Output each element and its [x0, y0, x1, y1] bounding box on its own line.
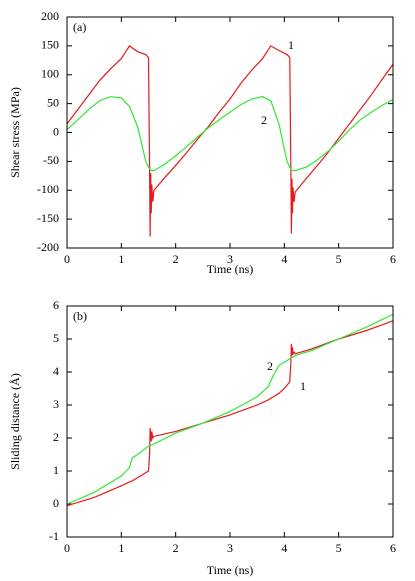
- x-tick-label: 0: [64, 541, 70, 555]
- data-line: [66, 45, 394, 237]
- data-line: [66, 320, 394, 507]
- x-axis-title: Time (ns): [207, 262, 254, 276]
- series-label: 1: [300, 379, 306, 393]
- y-tick-label: 200: [41, 9, 59, 23]
- y-tick-label: 150: [41, 38, 59, 52]
- plot-frame: [66, 16, 394, 249]
- x-tick-label: 4: [281, 252, 287, 266]
- panel-label: (a): [73, 20, 86, 34]
- y-tick-label: 1: [53, 463, 59, 477]
- x-tick-label: 1: [118, 541, 124, 555]
- y-tick-label: 6: [53, 298, 59, 312]
- series-label: 1: [288, 38, 294, 52]
- x-tick-label: 2: [173, 541, 179, 555]
- y-axis-title: Shear stress (MPa): [8, 87, 22, 178]
- y-tick-label: 2: [53, 430, 59, 444]
- x-tick-label: 0: [64, 252, 70, 266]
- panel-label: (b): [73, 309, 87, 323]
- x-tick-label: 3: [227, 541, 233, 555]
- y-tick-label: -50: [43, 153, 59, 167]
- series-label: 2: [267, 359, 273, 373]
- y-axis-title: Sliding distance (Å): [8, 373, 22, 470]
- x-tick-label: 6: [390, 541, 396, 555]
- y-tick-label: 4: [53, 364, 59, 378]
- y-tick-label: -200: [37, 240, 59, 254]
- x-tick-label: 4: [281, 541, 287, 555]
- x-tick-label: 5: [336, 541, 342, 555]
- y-tick-label: 0: [53, 496, 59, 510]
- series-label: 2: [261, 113, 267, 127]
- y-tick-label: -1: [49, 529, 59, 543]
- data-line: [66, 96, 394, 172]
- y-tick-label: -100: [37, 182, 59, 196]
- y-tick-label: 3: [53, 397, 59, 411]
- x-tick-label: 6: [390, 252, 396, 266]
- y-tick-label: 50: [47, 95, 59, 109]
- x-tick-label: 3: [227, 252, 233, 266]
- x-tick-label: 1: [118, 252, 124, 266]
- y-tick-label: -150: [37, 211, 59, 225]
- data-line: [66, 313, 394, 505]
- x-axis-title: Time (ns): [207, 563, 254, 577]
- x-tick-label: 2: [173, 252, 179, 266]
- x-tick-label: 5: [336, 252, 342, 266]
- y-tick-label: 0: [53, 124, 59, 138]
- y-tick-label: 100: [41, 67, 59, 81]
- y-tick-label: 5: [53, 331, 59, 345]
- plot-frame: [66, 305, 394, 538]
